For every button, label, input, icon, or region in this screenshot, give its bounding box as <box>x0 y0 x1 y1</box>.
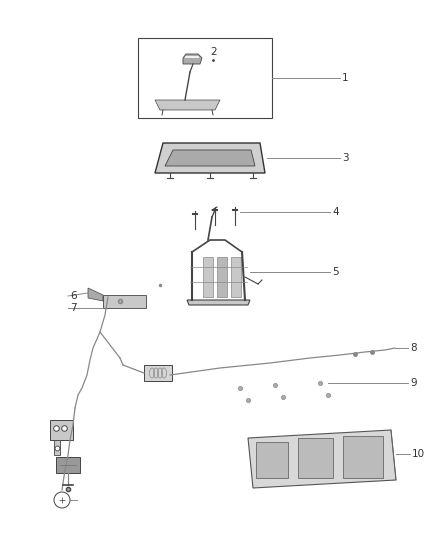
Polygon shape <box>103 295 146 308</box>
Text: 7: 7 <box>70 303 77 313</box>
Polygon shape <box>248 430 396 488</box>
Polygon shape <box>187 300 250 305</box>
Polygon shape <box>183 54 202 64</box>
Polygon shape <box>217 257 227 297</box>
Text: 10: 10 <box>412 449 425 459</box>
Polygon shape <box>155 100 220 110</box>
Polygon shape <box>155 143 265 173</box>
Polygon shape <box>88 288 103 301</box>
Text: 4: 4 <box>332 207 339 217</box>
Text: 9: 9 <box>410 378 417 388</box>
Polygon shape <box>343 436 383 478</box>
Text: 2: 2 <box>210 47 217 57</box>
Polygon shape <box>203 257 213 297</box>
Polygon shape <box>231 257 241 297</box>
Bar <box>138 38 272 118</box>
Polygon shape <box>50 420 73 440</box>
Polygon shape <box>256 442 288 478</box>
Polygon shape <box>298 438 333 478</box>
Text: 6: 6 <box>70 291 77 301</box>
Text: 3: 3 <box>342 153 349 163</box>
Polygon shape <box>54 440 60 455</box>
Polygon shape <box>165 150 255 166</box>
Bar <box>56 457 80 473</box>
Text: 5: 5 <box>332 267 339 277</box>
Polygon shape <box>144 365 172 381</box>
Text: 1: 1 <box>342 73 349 83</box>
Text: 8: 8 <box>410 343 417 353</box>
